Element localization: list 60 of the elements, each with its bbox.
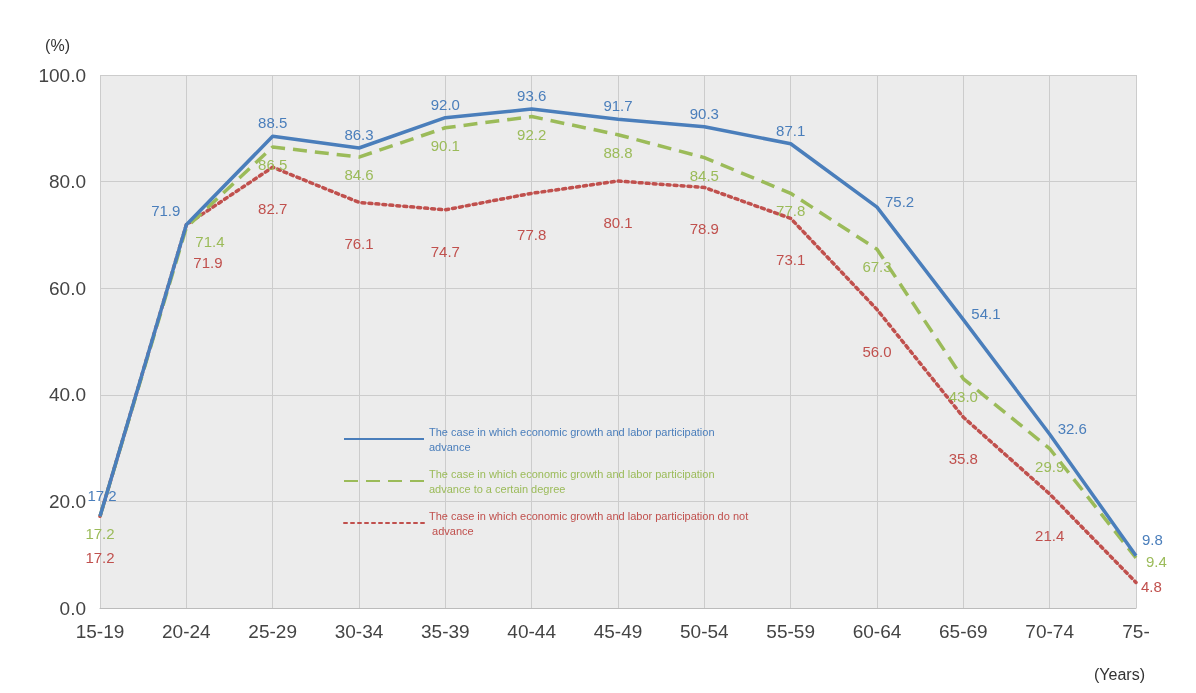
text: The case in which economic growth and labor participation do not advance	[429, 509, 749, 537]
x-tick-label: 50-54	[680, 621, 730, 642]
data-label: 90.3	[689, 104, 719, 122]
data-label: 17.2	[85, 549, 115, 567]
data-label: 71.9	[193, 254, 223, 272]
y-tick-label: 100.0	[38, 64, 86, 86]
x-axis-title: (Years)	[1094, 665, 1145, 683]
data-label: 73.1	[776, 251, 806, 269]
x-tick-label: 60-64	[852, 621, 902, 642]
data-label: 86.5	[258, 155, 288, 173]
data-label: 9.4	[1146, 553, 1167, 571]
y-tick-label: 80.0	[49, 171, 86, 193]
x-tick-label: 15-19	[75, 621, 125, 642]
data-label: 77.8	[776, 202, 806, 220]
x-tick-label: 35-39	[421, 621, 470, 642]
x-tick-label: 40-44	[507, 621, 557, 642]
data-label: 43.0	[948, 387, 978, 405]
x-tick-label: 75-	[1122, 621, 1150, 642]
data-label: 21.4	[1035, 526, 1065, 544]
data-label: 54.1	[971, 305, 1001, 323]
data-label: 71.9	[151, 202, 181, 220]
data-label: 92.2	[517, 125, 547, 143]
y-tick-label: 60.0	[49, 277, 86, 299]
data-label: 91.7	[603, 97, 633, 115]
data-label: 90.1	[430, 136, 460, 154]
data-label: 88.5	[258, 114, 288, 132]
data-label: 93.6	[517, 87, 547, 105]
x-tick-label: 20-24	[162, 621, 212, 642]
data-label: 74.7	[430, 242, 460, 260]
x-tick-label: 25-29	[248, 621, 297, 642]
x-tick-label: 65-69	[939, 621, 988, 642]
data-label: 87.1	[776, 121, 806, 139]
data-label: 4.8	[1141, 577, 1162, 595]
data-label: 35.8	[948, 450, 978, 468]
x-tick-label: 70-74	[1025, 621, 1075, 642]
data-label: 84.6	[344, 166, 374, 184]
data-label: 84.5	[689, 166, 719, 184]
data-label: 78.9	[689, 220, 719, 238]
x-tick-label: 45-49	[593, 621, 643, 642]
y-axis-title: (%)	[45, 36, 70, 54]
data-label: 17.2	[85, 525, 115, 543]
y-tick-label: 40.0	[49, 384, 86, 406]
data-label: 75.2	[885, 192, 915, 210]
data-label: 71.4	[195, 232, 225, 250]
data-label: 56.0	[862, 342, 892, 360]
data-label: 86.3	[344, 126, 374, 144]
y-tick-label: 0.0	[59, 597, 86, 619]
data-label: 32.6	[1057, 419, 1087, 437]
data-label: 80.1	[603, 214, 633, 232]
data-label: 77.8	[517, 226, 547, 244]
text: The case in which economic growth and labor participation advance	[429, 425, 718, 453]
data-label: 76.1	[344, 235, 374, 253]
x-tick-label: 30-34	[334, 621, 384, 642]
data-label: 9.8	[1142, 531, 1163, 549]
text: The case in which economic growth and labor participation advance to a certain degree	[429, 467, 718, 495]
y-tick-label: 20.0	[49, 490, 86, 512]
x-tick-label: 55-59	[766, 621, 815, 642]
data-label: 82.7	[258, 200, 288, 218]
data-label: 92.0	[430, 95, 460, 113]
data-label: 88.8	[603, 143, 633, 161]
